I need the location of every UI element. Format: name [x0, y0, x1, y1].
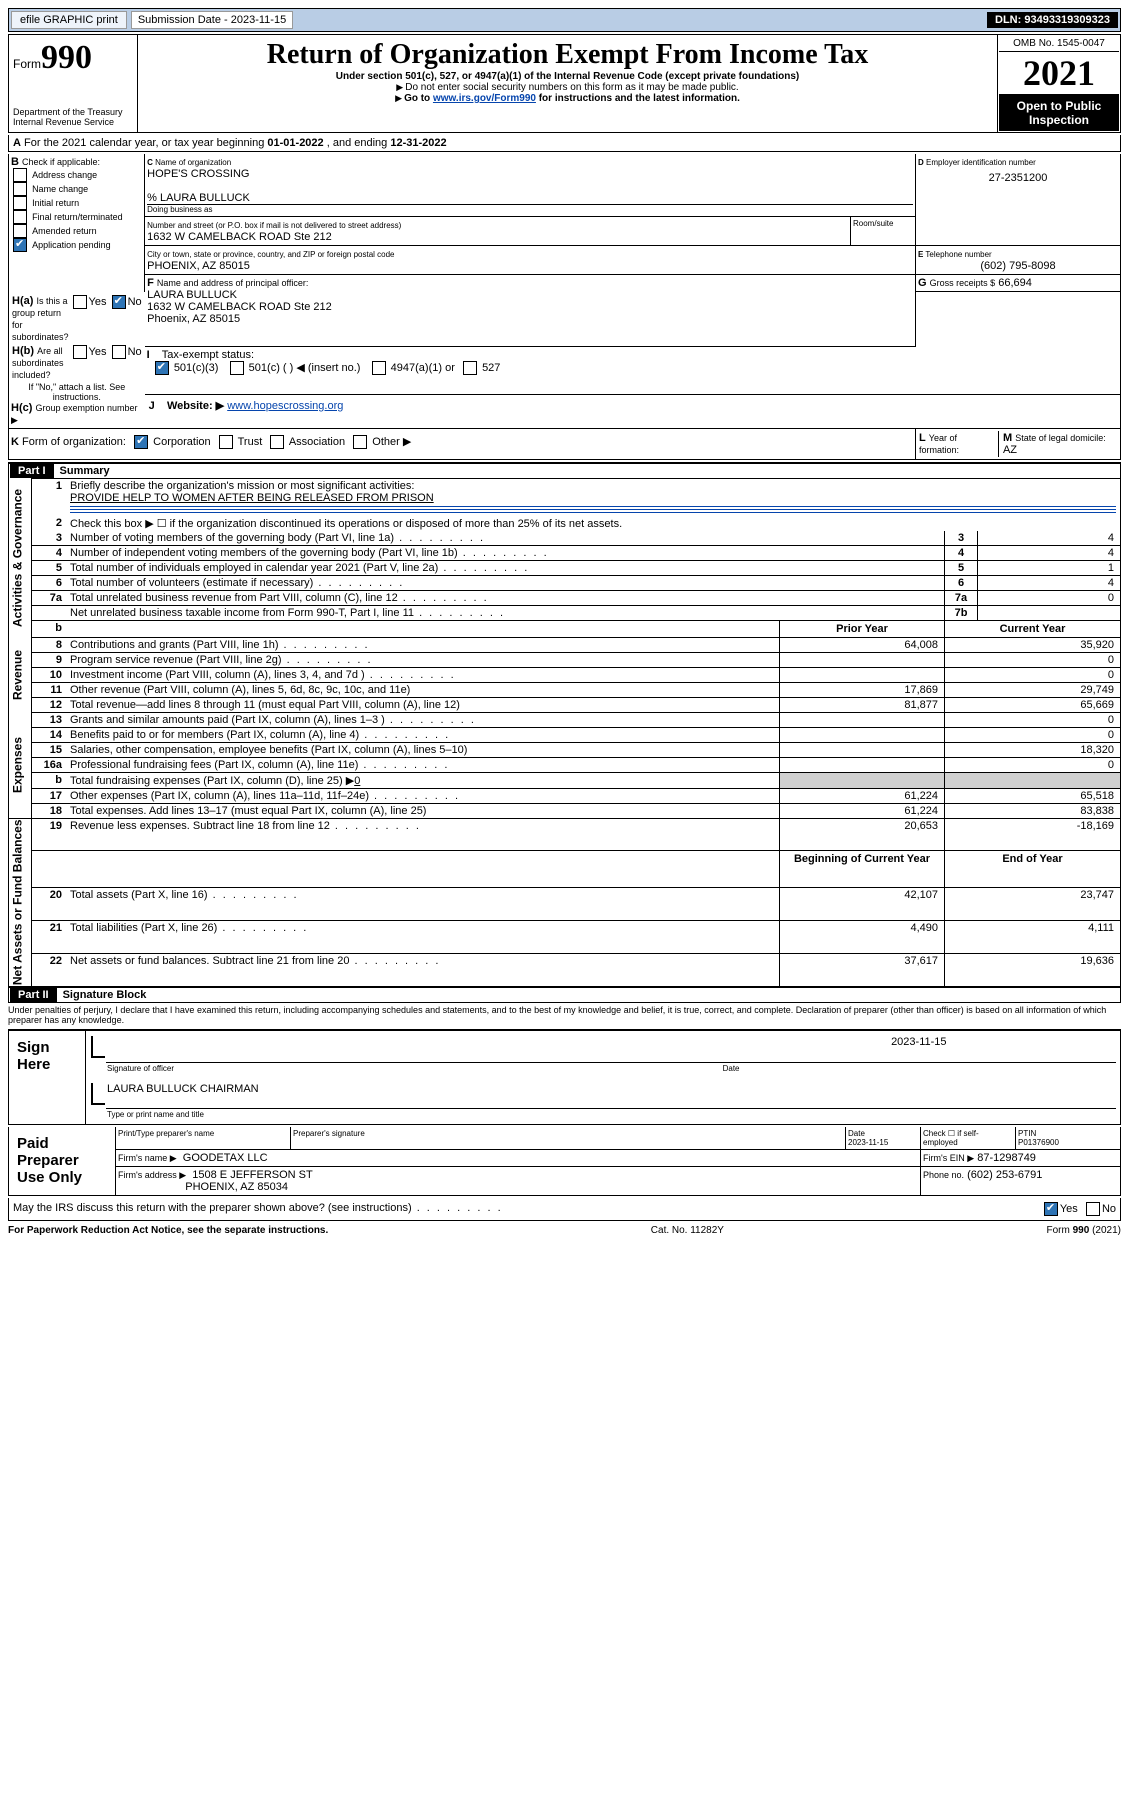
website-link[interactable]: www.hopescrossing.org: [227, 400, 343, 412]
ssn-note: Do not enter social security numbers on …: [142, 82, 993, 93]
side-activities: Activities & Governance: [9, 478, 32, 637]
omb-number: OMB No. 1545-0047: [999, 36, 1119, 51]
tax-year: 2021: [999, 51, 1119, 95]
submission-date: Submission Date - 2023-11-15: [131, 11, 293, 29]
city-state-zip: PHOENIX, AZ 85015: [147, 260, 250, 272]
side-expenses: Expenses: [9, 712, 32, 818]
irs-label: Internal Revenue Service: [13, 117, 133, 127]
jurat: Under penalties of perjury, I declare th…: [8, 1003, 1121, 1027]
side-netassets: Net Assets or Fund Balances: [9, 818, 32, 987]
entity-block: B Check if applicable: Address change Na…: [8, 154, 1121, 460]
form-label: Form: [13, 57, 41, 71]
paid-preparer-block: Paid Preparer Use Only Print/Type prepar…: [8, 1127, 1121, 1196]
form-title: Return of Organization Exempt From Incom…: [142, 39, 993, 71]
officer-name-title: LAURA BULLUCK CHAIRMAN: [106, 1082, 1116, 1109]
may-irs-discuss: May the IRS discuss this return with the…: [8, 1198, 1121, 1221]
dln-label: DLN: 93493319309323: [987, 12, 1118, 28]
section-a: A For the 2021 calendar year, or tax yea…: [8, 135, 1121, 152]
sign-here-block: Sign Here 2023-11-15 Signature of office…: [8, 1029, 1121, 1125]
firm-ein: 87-1298749: [977, 1152, 1036, 1164]
form-number: 990: [41, 39, 92, 76]
form-header: Form990 Department of the Treasury Inter…: [8, 34, 1121, 133]
dept-label: Department of the Treasury: [13, 107, 133, 117]
open-public-badge: Open to Public Inspection: [999, 95, 1119, 131]
instructions-link[interactable]: www.irs.gov/Form990: [433, 93, 536, 104]
efile-print-button[interactable]: efile GRAPHIC print: [11, 11, 127, 29]
ein: 27-2351200: [918, 168, 1118, 188]
org-name: HOPE'S CROSSING: [147, 168, 249, 180]
part1-summary: Part ISummary Activities & Governance 1 …: [8, 462, 1121, 1004]
top-bar: efile GRAPHIC print Submission Date - 20…: [8, 8, 1121, 32]
care-of: % LAURA BULLUCK: [147, 192, 250, 204]
telephone: (602) 795-8098: [918, 260, 1118, 272]
firm-name: GOODETAX LLC: [183, 1152, 268, 1164]
street: 1632 W CAMELBACK ROAD Ste 212: [147, 231, 332, 243]
gross-receipts: 66,694: [998, 277, 1032, 289]
form-subtitle: Under section 501(c), 527, or 4947(a)(1)…: [336, 71, 799, 82]
side-revenue: Revenue: [9, 637, 32, 712]
ptin: P01376900: [1018, 1138, 1059, 1147]
page-footer: For Paperwork Reduction Act Notice, see …: [8, 1225, 1121, 1236]
mission: PROVIDE HELP TO WOMEN AFTER BEING RELEAS…: [70, 492, 434, 504]
firm-phone: (602) 253-6791: [967, 1169, 1042, 1181]
